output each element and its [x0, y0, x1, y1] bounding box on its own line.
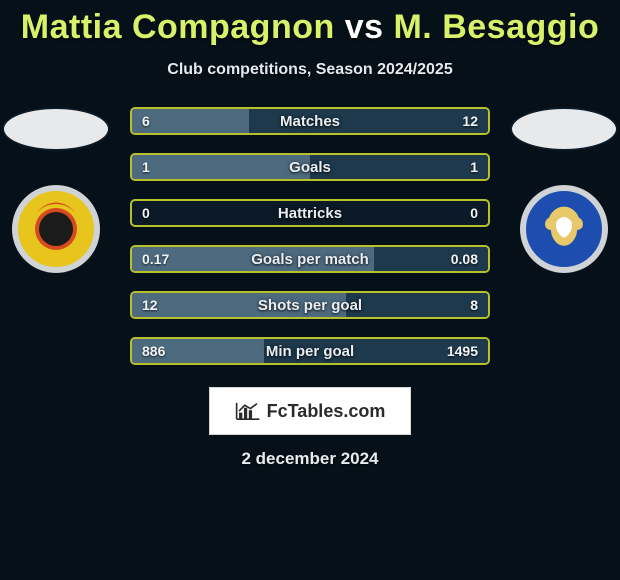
player2-club-badge	[520, 185, 608, 273]
stat-bars: 612Matches 11Goals 00Hattricks 0.170.08Goal…	[130, 107, 490, 365]
player2-column	[514, 107, 614, 273]
stat-bar: 11Goals	[130, 153, 490, 181]
stat-label: Matches	[132, 113, 488, 130]
stat-label: Hattricks	[132, 205, 488, 222]
chart-icon	[235, 400, 261, 422]
content: 612Matches 11Goals 00Hattricks 0.170.08Goal…	[0, 107, 620, 365]
player2-name: M. Besaggio	[393, 8, 599, 46]
stat-bar: 8861495Min per goal	[130, 337, 490, 365]
date-label: 2 december 2024	[0, 449, 620, 469]
player1-column	[6, 107, 106, 273]
brand-text: FcTables.com	[267, 401, 386, 422]
player1-club-badge	[12, 185, 100, 273]
stat-bar: 612Matches	[130, 107, 490, 135]
stat-label: Shots per goal	[132, 297, 488, 314]
lion-icon	[536, 201, 592, 257]
brand-badge: FcTables.com	[209, 387, 411, 435]
stat-label: Min per goal	[132, 343, 488, 360]
stat-bar: 0.170.08Goals per match	[130, 245, 490, 273]
player2-avatar	[510, 107, 618, 151]
stat-bar: 128Shots per goal	[130, 291, 490, 319]
stat-label: Goals	[132, 159, 488, 176]
player1-name: Mattia Compagnon	[21, 8, 335, 46]
vs-label: vs	[345, 8, 384, 46]
player1-avatar	[2, 107, 110, 151]
stat-label: Goals per match	[132, 251, 488, 268]
stat-bar: 00Hattricks	[130, 199, 490, 227]
comparison-infographic: Mattia Compagnon vs M. Besaggio Club com…	[0, 0, 620, 580]
page-title: Mattia Compagnon vs M. Besaggio	[0, 0, 620, 47]
subtitle: Club competitions, Season 2024/2025	[0, 61, 620, 79]
